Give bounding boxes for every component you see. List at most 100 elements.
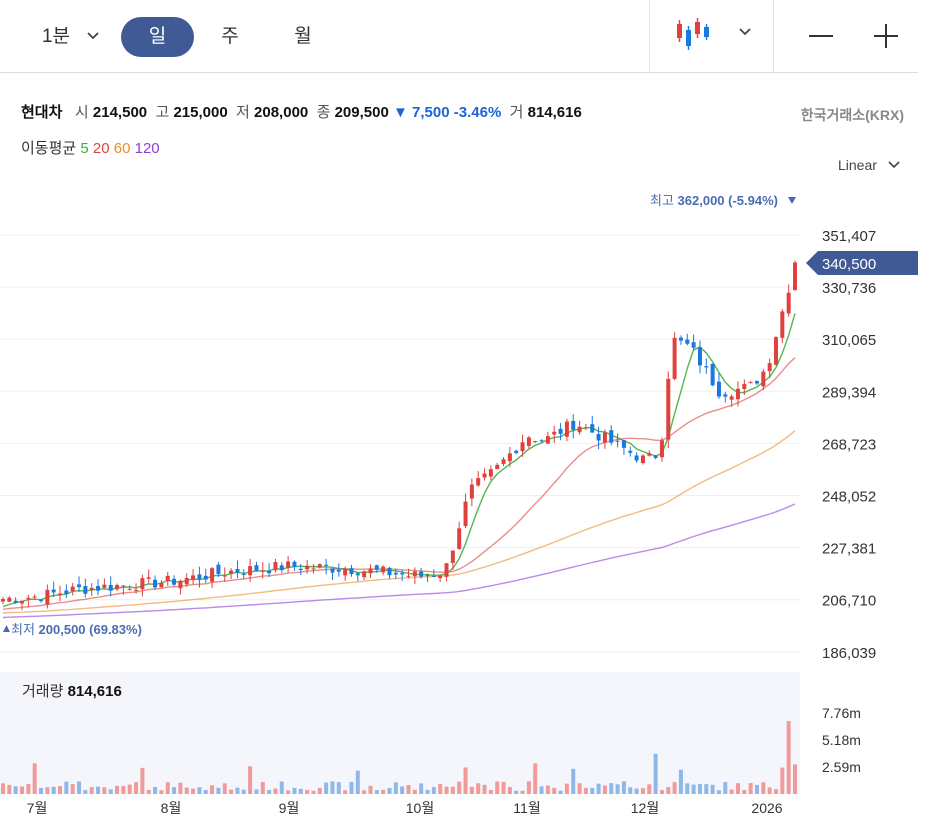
candle-body[interactable] [305, 565, 310, 570]
candle-body[interactable] [102, 584, 107, 588]
candle-body[interactable] [260, 570, 265, 572]
candle-body[interactable] [241, 573, 246, 575]
candle-body[interactable] [735, 388, 740, 400]
candle-body[interactable] [678, 337, 683, 341]
candle-body[interactable] [51, 589, 56, 593]
candle-body[interactable] [317, 564, 322, 568]
candle-body[interactable] [463, 501, 468, 527]
candle-body[interactable] [1, 599, 5, 602]
candle-body[interactable] [165, 575, 170, 582]
candle-body[interactable] [191, 575, 196, 581]
candle-body[interactable] [381, 566, 386, 573]
candle-body[interactable] [70, 586, 75, 592]
candle-body[interactable] [400, 573, 405, 575]
candle-body[interactable] [558, 428, 563, 434]
candle-body[interactable] [469, 484, 474, 499]
candle-body[interactable] [634, 455, 639, 461]
candle-body[interactable] [178, 580, 183, 589]
candle-body[interactable] [419, 571, 424, 577]
candle-body[interactable] [653, 455, 658, 458]
candle-body[interactable] [203, 575, 208, 580]
candle-body[interactable] [704, 366, 709, 368]
candle-body[interactable] [780, 311, 785, 338]
candle-body[interactable] [520, 442, 525, 452]
candle-body[interactable] [583, 427, 588, 429]
candle-body[interactable] [254, 565, 259, 571]
candle-body[interactable] [58, 593, 63, 596]
candle-body[interactable] [507, 453, 512, 462]
candle-body[interactable] [539, 440, 544, 442]
candle-body[interactable] [311, 568, 316, 570]
candle-body[interactable] [26, 597, 31, 599]
candle-body[interactable] [374, 565, 379, 570]
candle-body[interactable] [685, 339, 690, 344]
candle-body[interactable] [431, 575, 436, 577]
candle-body[interactable] [672, 337, 677, 379]
candle-body[interactable] [13, 600, 18, 603]
candle-body[interactable] [691, 342, 696, 348]
candle-body[interactable] [545, 436, 550, 444]
candle-body[interactable] [89, 587, 94, 591]
candle-body[interactable] [577, 426, 582, 433]
candle-body[interactable] [710, 363, 715, 386]
candle-body[interactable] [564, 421, 569, 437]
candle-body[interactable] [444, 563, 449, 577]
candle-body[interactable] [761, 371, 766, 387]
candle-body[interactable] [83, 586, 88, 594]
candle-body[interactable] [425, 575, 430, 577]
candle-body[interactable] [659, 440, 664, 458]
scale-mode-select[interactable]: Linear [838, 157, 901, 173]
candle-body[interactable] [210, 568, 215, 582]
candle-body[interactable] [393, 572, 398, 575]
candle-body[interactable] [292, 561, 297, 567]
candle-body[interactable] [406, 575, 411, 577]
candle-body[interactable] [159, 582, 164, 588]
candle-body[interactable] [216, 564, 221, 574]
candle-body[interactable] [533, 441, 538, 443]
candle-body[interactable] [786, 292, 791, 314]
candle-body[interactable] [39, 599, 44, 602]
candle-body[interactable] [121, 585, 126, 587]
candle-body[interactable] [229, 570, 234, 574]
candle-body[interactable] [115, 585, 120, 590]
candle-body[interactable] [172, 578, 177, 585]
candle-body[interactable] [754, 380, 759, 384]
candle-body[interactable] [628, 450, 633, 453]
minus-icon[interactable] [808, 24, 834, 48]
candle-body[interactable] [20, 600, 25, 604]
candle-body[interactable] [235, 568, 240, 573]
candle-body[interactable] [590, 424, 595, 433]
candle-body[interactable] [526, 437, 531, 446]
tab-month[interactable]: 월 [294, 26, 312, 47]
candle-body[interactable] [495, 464, 500, 470]
candle-body[interactable] [729, 396, 734, 400]
candle-body[interactable] [501, 459, 506, 464]
candle-body[interactable] [298, 568, 303, 571]
candle-body[interactable] [640, 455, 645, 464]
chevron-down-icon[interactable] [738, 27, 752, 37]
candle-body[interactable] [615, 440, 620, 442]
candle-body[interactable] [197, 574, 202, 580]
plus-icon[interactable] [873, 23, 899, 49]
interval-minute-select[interactable]: 1분 [41, 26, 71, 47]
candle-body[interactable] [793, 262, 797, 290]
candle-body[interactable] [267, 570, 272, 574]
candle-body[interactable] [343, 569, 348, 576]
candle-body[interactable] [697, 347, 702, 366]
candle-body[interactable] [330, 568, 335, 573]
candle-body[interactable] [666, 378, 671, 440]
candle-body[interactable] [716, 381, 721, 397]
candle-body[interactable] [438, 575, 443, 579]
moving-average-legend[interactable]: 이동평균 5 20 60 120 [21, 137, 160, 158]
chevron-down-icon[interactable] [86, 31, 100, 41]
candle-body[interactable] [742, 384, 747, 390]
candle-body[interactable] [64, 590, 69, 595]
candle-body[interactable] [571, 420, 576, 430]
candle-body[interactable] [279, 565, 284, 571]
candle-body[interactable] [153, 579, 158, 588]
candle-body[interactable] [362, 571, 367, 578]
candle-body[interactable] [336, 569, 341, 572]
candle-body[interactable] [476, 478, 481, 486]
candle-body[interactable] [596, 433, 601, 441]
candle-body[interactable] [602, 432, 607, 443]
